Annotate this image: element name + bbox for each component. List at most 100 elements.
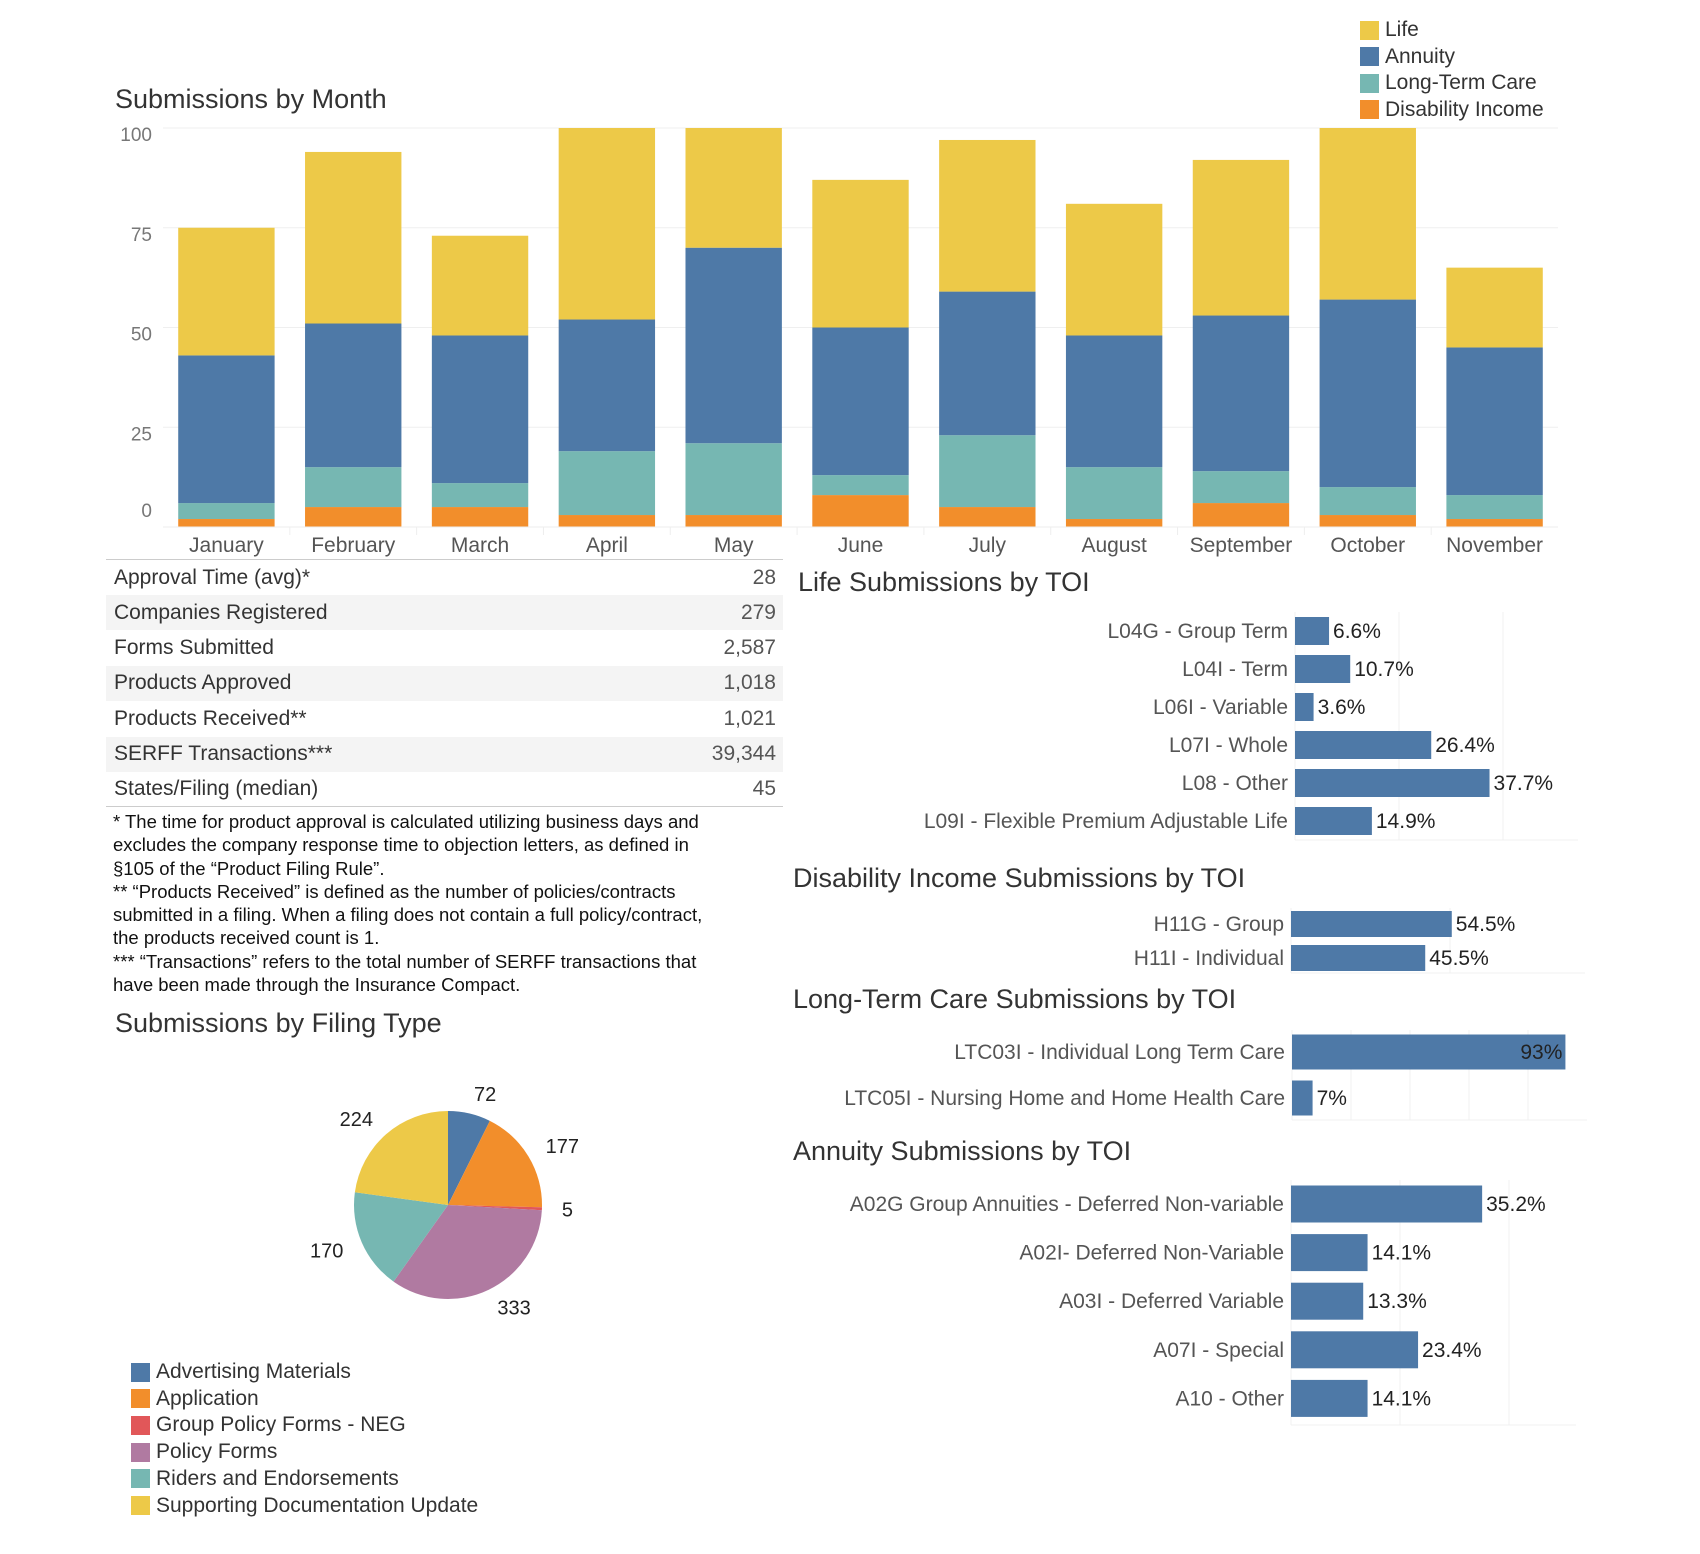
legend-swatch xyxy=(131,1496,150,1515)
kpi-top-divider xyxy=(106,559,783,560)
kpi-row: Products Approved 1,018 xyxy=(106,665,783,701)
footnote-line: have been made through the Insurance Com… xyxy=(113,974,521,996)
toi-bar xyxy=(1295,731,1432,759)
bar-segment-long-term-care xyxy=(812,475,909,496)
legend-label: Advertising Materials xyxy=(156,1360,351,1383)
bar-segment-disability-income xyxy=(431,507,529,527)
bar-segment-long-term-care xyxy=(1192,471,1290,504)
toi-value-label: 14.9% xyxy=(1376,810,1436,833)
legend-label: Disability Income xyxy=(1385,97,1544,121)
kpi-label: Approval Time (avg)* xyxy=(114,565,311,589)
footnote-line: excludes the company response time to ob… xyxy=(113,834,689,856)
kpi-label: States/Filing (median) xyxy=(114,777,319,801)
pie-slice-supporting-documentation-update xyxy=(354,1111,448,1205)
footnote-line: * The time for product approval is calcu… xyxy=(113,811,699,832)
life-toi-title: Life Submissions by TOI xyxy=(798,567,1090,597)
bar-segment-annuity xyxy=(1192,315,1290,472)
bar-segment-long-term-care xyxy=(431,483,529,508)
legend-item-disability-income: Disability Income xyxy=(1360,98,1544,122)
kpi-value: 1,021 xyxy=(723,706,776,730)
toi-category-label: L08 - Other xyxy=(1182,772,1288,795)
x-tick-label: September xyxy=(1190,534,1293,557)
bar-segment-disability-income xyxy=(685,515,782,527)
toi-bar xyxy=(1292,1080,1313,1116)
toi-category-label: A10 - Other xyxy=(1175,1387,1284,1410)
toi-value-label: 37.7% xyxy=(1494,772,1554,795)
bar-segment-life xyxy=(812,179,909,328)
toi-category-label: A03I - Deferred Variable xyxy=(1059,1290,1284,1313)
toi-bar xyxy=(1295,693,1314,721)
ltc-toi-title: Long-Term Care Submissions by TOI xyxy=(793,984,1237,1014)
pie-legend-item: Group Policy Forms - NEG xyxy=(131,1413,406,1437)
bar-segment-life xyxy=(685,128,782,248)
bar-segment-disability-income xyxy=(939,507,1036,527)
kpi-label: SERFF Transactions*** xyxy=(114,742,333,765)
pie-data-label: 333 xyxy=(497,1298,530,1320)
bar-segment-annuity xyxy=(1446,347,1543,496)
toi-bar xyxy=(1295,769,1490,797)
legend-label: Policy Forms xyxy=(156,1440,278,1464)
di-toi-title: Disability Income Submissions by TOI xyxy=(793,863,1246,893)
toi-value-label: 26.4% xyxy=(1435,734,1495,757)
annuity-toi-title: Annuity Submissions by TOI xyxy=(793,1136,1132,1166)
toi-value-label: 23.4% xyxy=(1422,1339,1482,1362)
bar-segment-long-term-care xyxy=(178,503,275,520)
toi-category-label: A07I - Special xyxy=(1153,1339,1284,1362)
legend-label: Annuity xyxy=(1385,44,1456,68)
toi-bar xyxy=(1291,911,1452,937)
bar-segment-annuity xyxy=(178,355,275,504)
pie-legend-item: Application xyxy=(131,1387,259,1411)
footnote-line: *** “Transactions” refers to the total n… xyxy=(113,950,697,972)
pie-legend-item: Policy Forms xyxy=(131,1440,277,1464)
footnotes: * The time for product approval is calcu… xyxy=(113,810,793,996)
x-tick-label: February xyxy=(311,534,396,557)
x-tick-label: March xyxy=(451,534,509,557)
toi-value-label: 93% xyxy=(1520,1041,1562,1064)
toi-value-label: 54.5% xyxy=(1456,913,1516,936)
bar-segment-life xyxy=(305,151,402,324)
y-tick-label: 0 xyxy=(141,501,152,522)
x-tick-label: October xyxy=(1330,534,1405,557)
toi-category-label: L07I - Whole xyxy=(1169,734,1288,757)
bar-segment-disability-income xyxy=(305,507,402,527)
legend-swatch xyxy=(131,1469,150,1489)
legend-swatch xyxy=(131,1389,150,1409)
toi-category-label: L09I - Flexible Premium Adjustable Life xyxy=(924,810,1288,833)
legend-swatch xyxy=(1360,20,1379,40)
kpi-value: 279 xyxy=(740,600,776,624)
pie-data-label: 177 xyxy=(546,1136,579,1158)
legend-item-life: Life xyxy=(1360,18,1419,42)
toi-value-label: 6.6% xyxy=(1333,620,1381,643)
legend-item-annuity: Annuity xyxy=(1360,45,1455,69)
bar-segment-disability-income xyxy=(1192,503,1290,527)
pie-data-label: 72 xyxy=(474,1084,496,1106)
toi-category-label: A02I- Deferred Non-Variable xyxy=(1019,1242,1284,1265)
toi-value-label: 35.2% xyxy=(1486,1193,1546,1216)
x-tick-label: June xyxy=(838,534,884,557)
toi-category-label: L04G - Group Term xyxy=(1107,620,1288,643)
pie-slice-application xyxy=(448,1120,542,1208)
kpi-label: Products Received** xyxy=(114,706,307,730)
x-tick-label: May xyxy=(714,534,754,557)
toi-bar xyxy=(1291,1331,1419,1369)
bar-segment-annuity xyxy=(305,323,402,468)
toi-value-label: 3.6% xyxy=(1318,696,1366,719)
x-tick-label: August xyxy=(1081,534,1147,557)
kpi-value: 1,018 xyxy=(723,671,776,695)
pie-slice-group-policy-forms-neg xyxy=(448,1205,542,1211)
kpi-label: Forms Submitted xyxy=(114,636,274,660)
legend-swatch xyxy=(1360,73,1379,93)
footnote-line: §105 of the “Product Filing Rule”. xyxy=(113,857,385,879)
toi-category-label: A02G Group Annuities - Deferred Non-vari… xyxy=(850,1193,1284,1216)
legend-label: Long-Term Care xyxy=(1385,71,1537,94)
bar-segment-life xyxy=(939,139,1036,292)
bar-segment-annuity xyxy=(1065,335,1163,468)
pie-data-label: 224 xyxy=(340,1109,373,1131)
bar-segment-life xyxy=(1446,267,1543,348)
pie-data-label: 5 xyxy=(562,1200,573,1222)
bar-segment-disability-income xyxy=(1319,515,1416,527)
kpi-bottom-divider xyxy=(106,806,783,807)
bar-segment-life xyxy=(1319,128,1416,300)
pie-data-label: 170 xyxy=(310,1240,343,1262)
bar-segment-long-term-care xyxy=(1446,495,1543,520)
